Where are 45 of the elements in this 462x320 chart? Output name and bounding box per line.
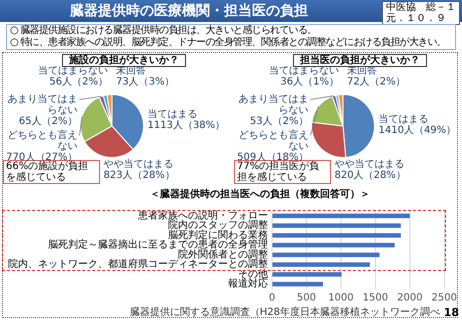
slice-label: どちらとも言えない — [8, 129, 78, 152]
x-tick-label: 2500 — [432, 292, 457, 304]
data-label: 823人（28%） — [104, 170, 175, 182]
chart-title: 施設の負担が大きいか？ — [62, 54, 186, 67]
data-label: 73人（3%） — [116, 76, 175, 88]
bar — [272, 214, 410, 218]
chart-title: 担当医の負担が大きいか？ — [293, 54, 427, 67]
slice-label: あまり当てはまらない — [238, 93, 308, 116]
text: 中医協 総－１ — [386, 2, 456, 13]
text: 18 — [444, 306, 459, 319]
bar — [272, 282, 323, 286]
bar — [272, 262, 370, 267]
bar — [272, 272, 342, 277]
slice-label: やや当てはまる — [334, 158, 404, 170]
x-tick-label: 1500 — [362, 292, 388, 304]
bar — [272, 223, 401, 228]
x-tick-label: 2000 — [397, 292, 423, 304]
slice-label: やや当てはまる — [104, 158, 174, 170]
slice-label: 当てはまる — [378, 112, 428, 125]
bar — [272, 242, 395, 248]
x-tick-label: 500 — [296, 292, 316, 304]
slice-label: あまり当てはまらない — [8, 93, 78, 116]
data-label: 53人（2%） — [250, 116, 308, 128]
slice-label: 当てはまる — [148, 108, 198, 120]
x-tick-label: 1000 — [328, 292, 354, 304]
text: 元．１０．９ — [386, 13, 447, 24]
data-label: 65人（2%） — [18, 116, 78, 128]
chart-title: ＜臓器提供時の担当医への負担（複数回答可）＞ — [150, 189, 370, 201]
bar — [272, 252, 380, 258]
y-tick-label: 院内、ネットワーク、都道府県コーディネーターとの調整 — [8, 258, 268, 270]
data-label: 1410人（49%） — [378, 124, 456, 136]
text: ○ 特に、患者家族への説明、脳死判定、ドナーの全身管理、関係者との調整などにおける負担が大きい。 — [10, 37, 447, 49]
y-tick-label: 院外関係者との調整 — [178, 248, 268, 260]
bar — [272, 233, 401, 238]
data-label: 820人（28%） — [334, 170, 406, 182]
text: 臓器提供に関する意識調査（H28年度日本臓器移植ネットワーク調べ — [130, 307, 440, 319]
data-label: 1113人（38%） — [148, 120, 226, 131]
data-label: 72人（2%） — [347, 76, 406, 88]
x-tick-label: 0 — [268, 292, 276, 304]
data-label: 56人（2%） — [49, 76, 108, 88]
slice-label: どちらとも言えない — [238, 129, 308, 152]
y-tick-label: 報道対応 — [228, 278, 268, 290]
text: ○ 臓器提供施設における臓器提供時の負担は、大きいと感じられている。 — [10, 25, 318, 36]
text: 臓器提供時の医療機関・担当医の負担 — [70, 3, 308, 19]
data-label: 36人（1%） — [280, 76, 339, 88]
